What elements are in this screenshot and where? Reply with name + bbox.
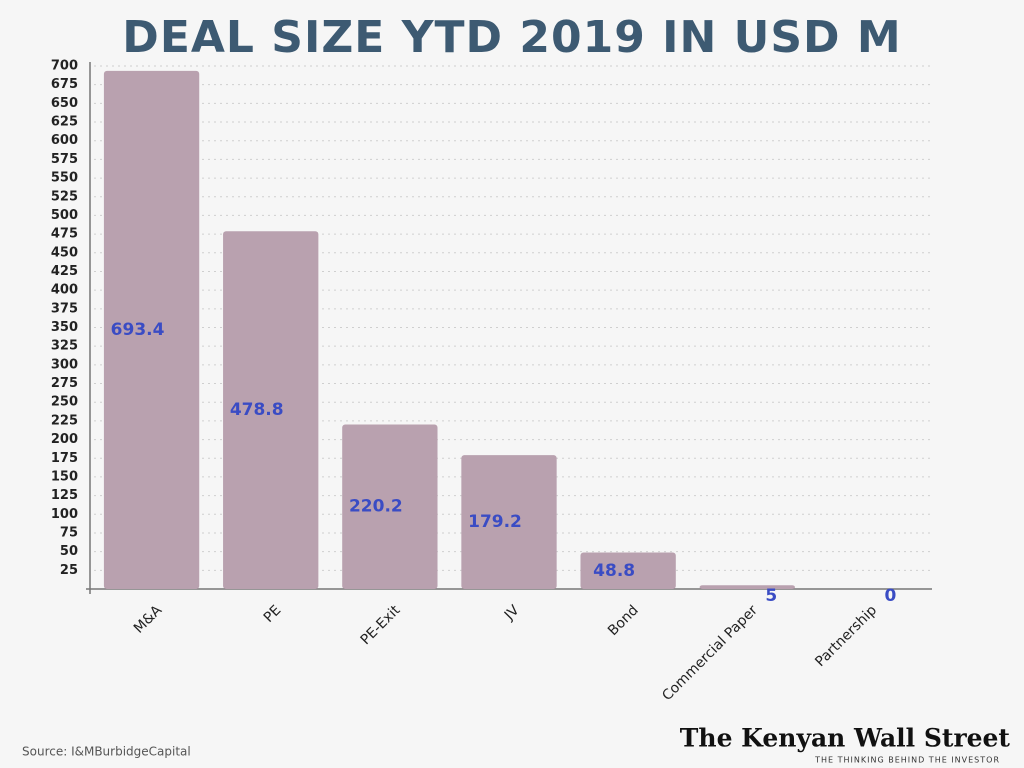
y-tick-label: 425: [51, 264, 78, 279]
x-tick-label: PE-Exit: [358, 602, 404, 648]
y-tick-label: 100: [51, 507, 78, 522]
x-tick-label: Bond: [605, 602, 642, 639]
y-tick-label: 700: [51, 59, 78, 74]
bar: [342, 424, 438, 589]
bar: [103, 70, 200, 589]
y-tick-label: 200: [51, 432, 78, 447]
x-tick-label: M&A: [131, 602, 166, 637]
y-tick-label: 650: [51, 96, 78, 111]
value-label: 478.8: [230, 400, 284, 420]
brand: The Kenyan Wall Street: [680, 724, 1011, 753]
y-tick-label: 375: [51, 301, 78, 316]
source: Source: I&MBurbidgeCapital: [22, 745, 191, 759]
y-tick-label: 250: [51, 395, 78, 410]
value-label: 5: [765, 586, 777, 606]
y-tick-label: 125: [51, 488, 78, 503]
y-tick-label: 175: [51, 451, 78, 466]
y-tick-label: 525: [51, 189, 78, 204]
y-tick-label: 275: [51, 376, 78, 391]
y-tick-label: 150: [51, 469, 78, 484]
y-tick-label: 300: [51, 357, 78, 372]
x-tick-label: PE: [261, 602, 285, 626]
y-tick-label: 675: [51, 77, 78, 92]
y-tick-label: 325: [51, 339, 78, 354]
value-label: 179.2: [468, 512, 522, 532]
value-label: 220.2: [349, 497, 403, 517]
y-tick-label: 600: [51, 133, 78, 148]
value-label: 693.4: [111, 320, 165, 340]
x-tick-label: Partnership: [812, 602, 880, 670]
y-tick-label: 75: [60, 525, 78, 540]
bar: [461, 455, 557, 589]
tagline: THE THINKING BEHIND THE INVESTOR: [814, 756, 1000, 765]
y-tick-label: 50: [60, 544, 78, 559]
y-tick-label: 225: [51, 413, 78, 428]
y-tick-label: 625: [51, 115, 78, 130]
value-label: 0: [885, 586, 897, 606]
y-tick-label: 450: [51, 245, 78, 260]
y-tick-label: 500: [51, 208, 78, 223]
bar: [699, 585, 795, 589]
x-tick-label: JV: [501, 602, 523, 624]
value-label: 48.8: [593, 561, 635, 581]
y-tick-label: 400: [51, 283, 78, 298]
y-tick-label: 475: [51, 227, 78, 242]
bar: [580, 552, 676, 589]
y-tick-label: 25: [60, 563, 78, 578]
x-tick-label: Commercial Paper: [659, 602, 761, 704]
y-tick-label: 575: [51, 152, 78, 167]
y-tick-label: 550: [51, 171, 78, 186]
bar: [223, 231, 319, 589]
chart-title: DEAL SIZE YTD 2019 IN USD M: [122, 12, 901, 63]
y-tick-label: 350: [51, 320, 78, 335]
